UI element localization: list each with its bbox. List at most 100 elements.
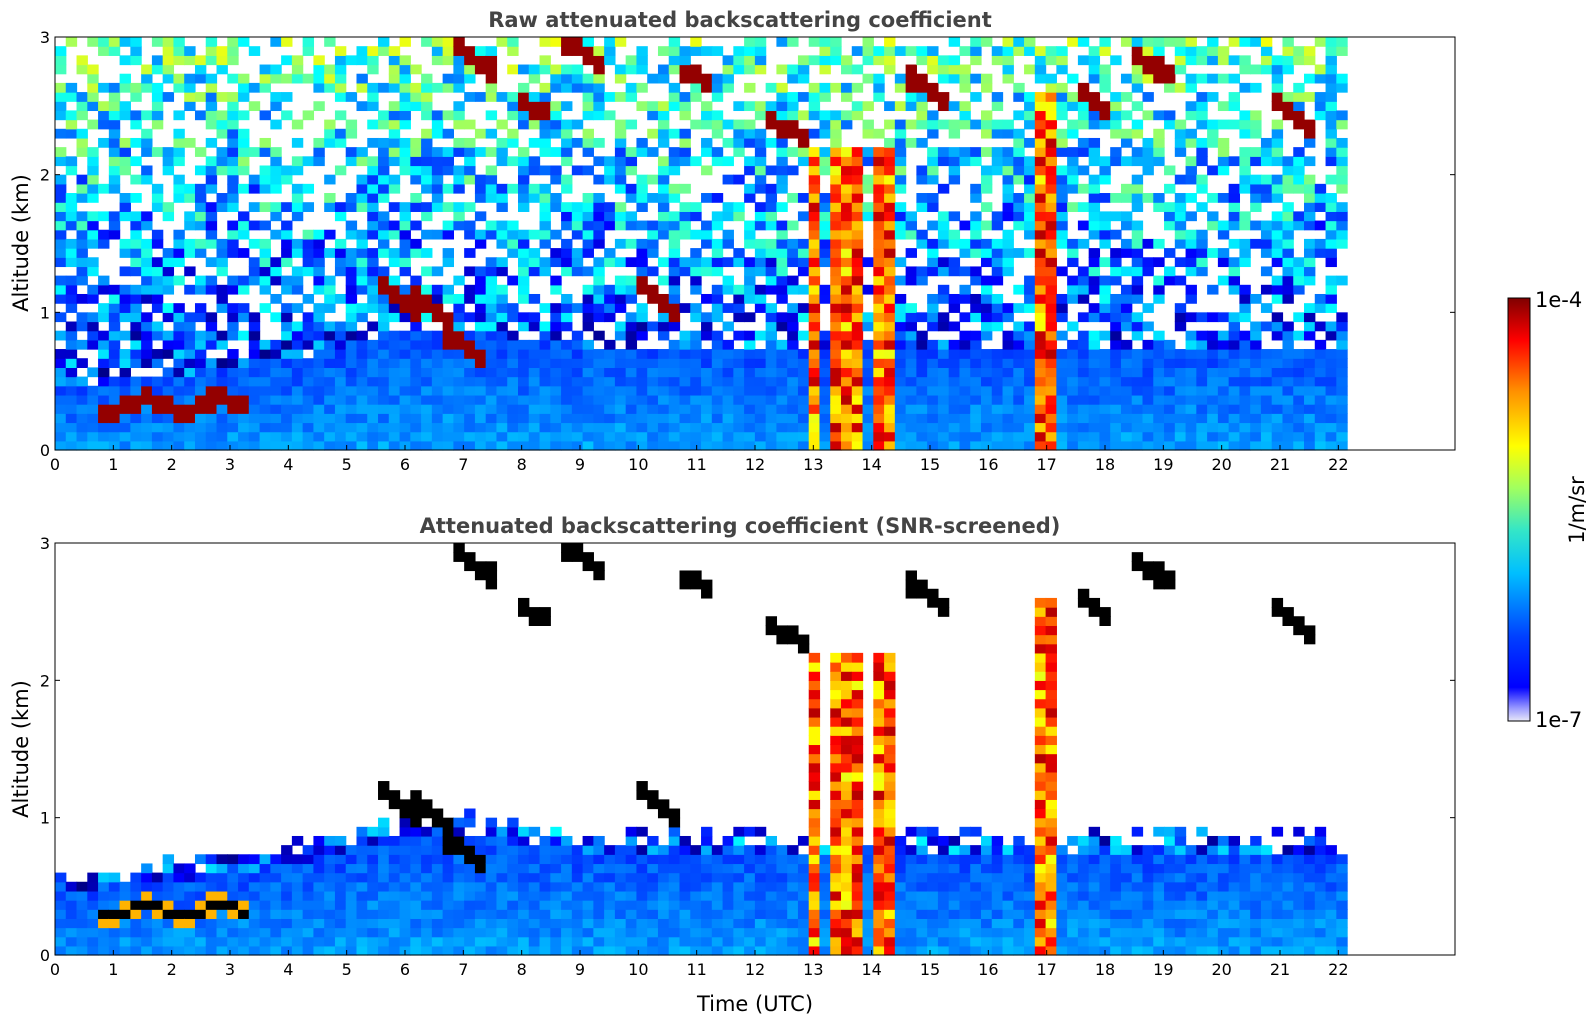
heatmap-cell	[356, 854, 368, 865]
heatmap-cell	[345, 854, 358, 865]
heatmap-cell	[87, 431, 99, 442]
heatmap-cell	[334, 165, 347, 176]
heatmap-cell	[162, 854, 175, 865]
heatmap-cell	[1110, 303, 1122, 313]
heatmap-cell	[1282, 238, 1294, 249]
heatmap-cell	[507, 927, 519, 938]
heatmap-cell	[1185, 404, 1197, 414]
heatmap-cell	[194, 220, 207, 231]
heatmap-cell	[65, 82, 78, 93]
heatmap-cell	[1153, 404, 1165, 414]
heatmap-cell	[1271, 156, 1284, 167]
heatmap-cell	[184, 422, 196, 433]
heatmap-cell	[1056, 385, 1068, 396]
heatmap-cell	[657, 257, 670, 268]
heatmap-cell	[593, 349, 605, 359]
heatmap-cell	[205, 257, 218, 268]
heatmap-cell	[636, 303, 648, 313]
heatmap-cell	[421, 854, 433, 865]
heatmap-cell	[1282, 229, 1294, 240]
heatmap-cell	[808, 404, 821, 414]
heatmap-cell	[776, 431, 788, 442]
heatmap-cell	[464, 552, 476, 562]
heatmap-cell	[345, 293, 358, 304]
heatmap-cell	[291, 431, 304, 442]
heatmap-cell	[421, 413, 433, 424]
heatmap-cell	[334, 367, 347, 378]
heatmap-cell	[1110, 275, 1122, 286]
heatmap-cell	[614, 211, 627, 222]
heatmap-cell	[722, 881, 734, 892]
heatmap-cell	[324, 945, 336, 956]
heatmap-cell	[980, 275, 993, 286]
heatmap-cell	[259, 110, 271, 121]
heatmap-cell	[194, 909, 207, 919]
heatmap-cell	[108, 82, 121, 93]
heatmap-cell	[862, 404, 874, 414]
heatmap-cell	[313, 918, 325, 929]
heatmap-cell	[679, 64, 691, 75]
heatmap-cell	[98, 900, 110, 910]
heatmap-cell	[937, 266, 950, 277]
heatmap-cell	[744, 55, 756, 66]
heatmap-cell	[711, 927, 724, 938]
heatmap-cell	[539, 257, 551, 268]
heatmap-cell	[431, 854, 444, 865]
heatmap-cell	[55, 275, 67, 286]
heatmap-cell	[87, 936, 99, 947]
heatmap-cell	[518, 275, 530, 286]
heatmap-cell	[518, 82, 530, 93]
heatmap-cell	[668, 367, 681, 378]
heatmap-cell	[851, 110, 864, 121]
heatmap-cell	[561, 312, 573, 323]
heatmap-cell	[205, 900, 218, 910]
heatmap-cell	[76, 881, 88, 892]
heatmap-cell	[194, 92, 207, 102]
heatmap-cell	[1228, 183, 1241, 194]
heatmap-cell	[841, 183, 853, 194]
heatmap-cell	[1336, 339, 1348, 350]
heatmap-cell	[324, 881, 336, 892]
heatmap-cell	[205, 110, 218, 121]
heatmap-cell	[1271, 211, 1284, 222]
heatmap-cell	[657, 193, 670, 203]
heatmap-cell	[808, 707, 821, 718]
heatmap-cell	[582, 37, 594, 47]
heatmap-cell	[410, 137, 422, 148]
heatmap-cell	[528, 349, 541, 359]
heatmap-cell	[604, 945, 616, 956]
heatmap-cell	[927, 147, 939, 157]
heatmap-cell	[690, 890, 702, 901]
heatmap-cell	[98, 394, 110, 405]
heatmap-cell	[830, 37, 842, 47]
heatmap-cell	[518, 266, 530, 277]
heatmap-cell	[141, 257, 153, 268]
heatmap-cell	[841, 110, 853, 121]
heatmap-cell	[1185, 293, 1197, 304]
heatmap-cell	[464, 808, 476, 819]
heatmap-cell	[205, 321, 218, 332]
heatmap-cell	[851, 376, 864, 387]
heatmap-cell	[65, 165, 78, 176]
heatmap-cell	[884, 165, 896, 176]
heatmap-cell	[76, 137, 88, 148]
heatmap-cell	[507, 863, 519, 874]
heatmap-cell	[550, 64, 562, 75]
heatmap-cell	[636, 945, 648, 956]
heatmap-cell	[238, 945, 250, 956]
heatmap-cell	[1045, 266, 1057, 277]
heatmap-cell	[1293, 394, 1305, 405]
heatmap-cell	[399, 367, 411, 378]
heatmap-cell	[194, 936, 207, 947]
heatmap-cell	[668, 404, 681, 414]
heatmap-cell	[647, 440, 659, 451]
heatmap-cell	[873, 275, 885, 286]
heatmap-cell	[776, 128, 788, 139]
heatmap-cell	[679, 909, 691, 919]
heatmap-cell	[367, 156, 379, 167]
heatmap-cell	[927, 293, 939, 304]
heatmap-cell	[1164, 422, 1176, 433]
heatmap-cell	[539, 854, 551, 865]
heatmap-cell	[55, 110, 67, 121]
